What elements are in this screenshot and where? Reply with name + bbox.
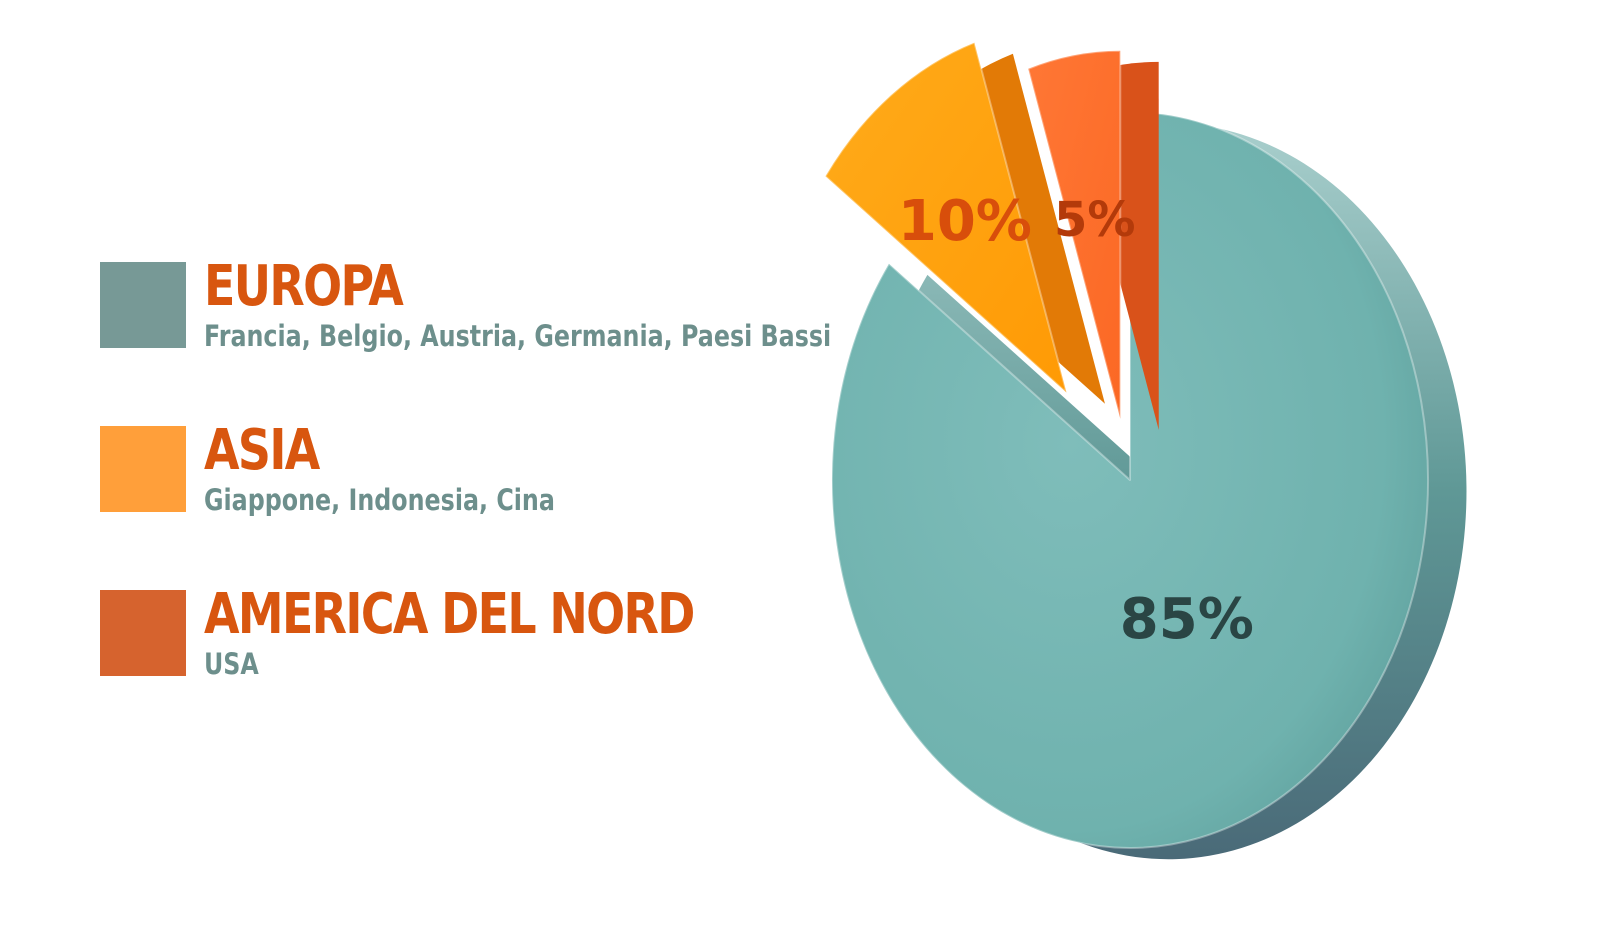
legend-subtitle-europa: Francia, Belgio, Austria, Germania, Paes… (204, 319, 832, 353)
legend: EUROPA Francia, Belgio, Austria, Germani… (100, 254, 860, 754)
legend-item-europa: EUROPA Francia, Belgio, Austria, Germani… (100, 254, 860, 353)
slice-europa (831, 111, 1467, 860)
legend-swatch-europa (100, 262, 186, 348)
slice-face-asia (824, 41, 1068, 394)
slice-face-america-del-nord (1027, 49, 1122, 420)
data-label-america-del-nord: 5% (1054, 192, 1136, 248)
legend-title-asia: ASIA (204, 418, 320, 483)
data-label-asia: 10% (898, 189, 1032, 254)
slice-america-del-nord (1027, 49, 1159, 430)
legend-item-asia: ASIA Giappone, Indonesia, Cina (100, 418, 860, 517)
legend-subtitle-asia: Giappone, Indonesia, Cina (204, 483, 555, 517)
data-label-europa: 85% (1120, 587, 1254, 652)
slice-face-europa (831, 111, 1429, 849)
legend-title-europa: EUROPA (204, 254, 404, 319)
slice-asia (824, 41, 1105, 404)
legend-swatch-america-del-nord (100, 590, 186, 676)
legend-title-america-del-nord: AMERICA DEL NORD (204, 582, 695, 647)
legend-swatch-asia (100, 426, 186, 512)
legend-item-america-del-nord: AMERICA DEL NORD USA (100, 582, 860, 681)
legend-subtitle-america-del-nord: USA (204, 647, 259, 681)
